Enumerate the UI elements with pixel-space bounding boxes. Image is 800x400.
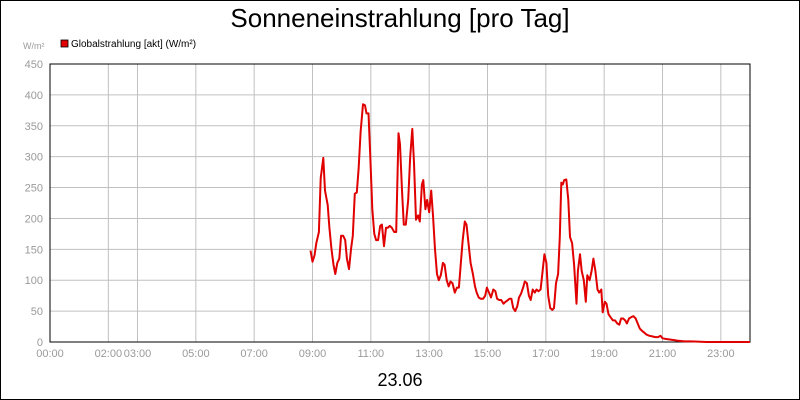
x-tick-label: 00:00 [36, 348, 64, 360]
x-tick-label: 02:00 [95, 348, 123, 360]
series-line-globalstrahlung [309, 103, 750, 343]
legend-swatch [60, 39, 69, 48]
y-tick-label: 100 [25, 275, 43, 287]
y-tick-label: 350 [25, 121, 43, 133]
y-axis-ticks: 0 50 100 150 200 250 300 350 400 450 [25, 59, 43, 349]
x-tick-label: 03:00 [124, 348, 152, 360]
date-label: 23.06 [377, 370, 422, 390]
x-tick-label: 23:00 [707, 348, 735, 360]
y-tick-label: 150 [25, 244, 43, 256]
plot-area [49, 63, 751, 343]
x-axis-ticks: 00:00 02:00 03:00 05:00 07:00 09:00 11:00 13:00… [36, 348, 734, 360]
y-tick-label: 50 [31, 306, 43, 318]
legend: Globalstrahlung [akt] (W/m²) [60, 39, 196, 50]
y-tick-label: 450 [25, 59, 43, 71]
y-tick-label: 0 [37, 337, 43, 349]
x-tick-label: 15:00 [474, 348, 502, 360]
x-tick-label: 09:00 [299, 348, 327, 360]
y-tick-label: 300 [25, 152, 43, 164]
y-tick-label: 250 [25, 183, 43, 195]
x-tick-label: 13:00 [415, 348, 443, 360]
x-tick-label: 21:00 [649, 348, 677, 360]
grid [49, 63, 750, 343]
y-tick-label: 400 [25, 90, 43, 102]
x-tick-label: 17:00 [532, 348, 560, 360]
legend-label: Globalstrahlung [akt] (W/m²) [71, 39, 196, 50]
chart-title: Sonneneinstrahlung [pro Tag] [230, 3, 569, 33]
x-tick-label: 11:00 [357, 348, 384, 360]
x-tick-label: 05:00 [182, 348, 210, 360]
y-axis-unit: W/m² [23, 41, 45, 51]
x-tick-label: 07:00 [240, 348, 268, 360]
x-tick-label: 19:00 [590, 348, 618, 360]
y-tick-label: 200 [25, 213, 43, 225]
